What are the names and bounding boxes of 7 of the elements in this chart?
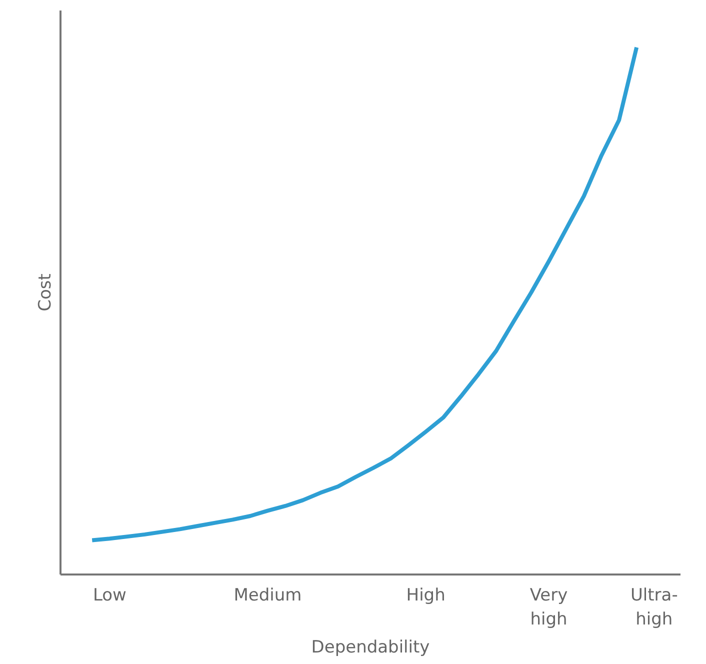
x-tick-label: High xyxy=(406,586,446,606)
x-axis-title: Dependability xyxy=(311,638,430,658)
x-tick-label: Very high xyxy=(530,586,568,630)
x-tick-label: Medium xyxy=(234,586,302,606)
x-tick-label: Low xyxy=(92,586,127,606)
y-axis-title: Cost xyxy=(36,273,56,312)
x-tick-label: Ultra- high xyxy=(630,586,678,630)
